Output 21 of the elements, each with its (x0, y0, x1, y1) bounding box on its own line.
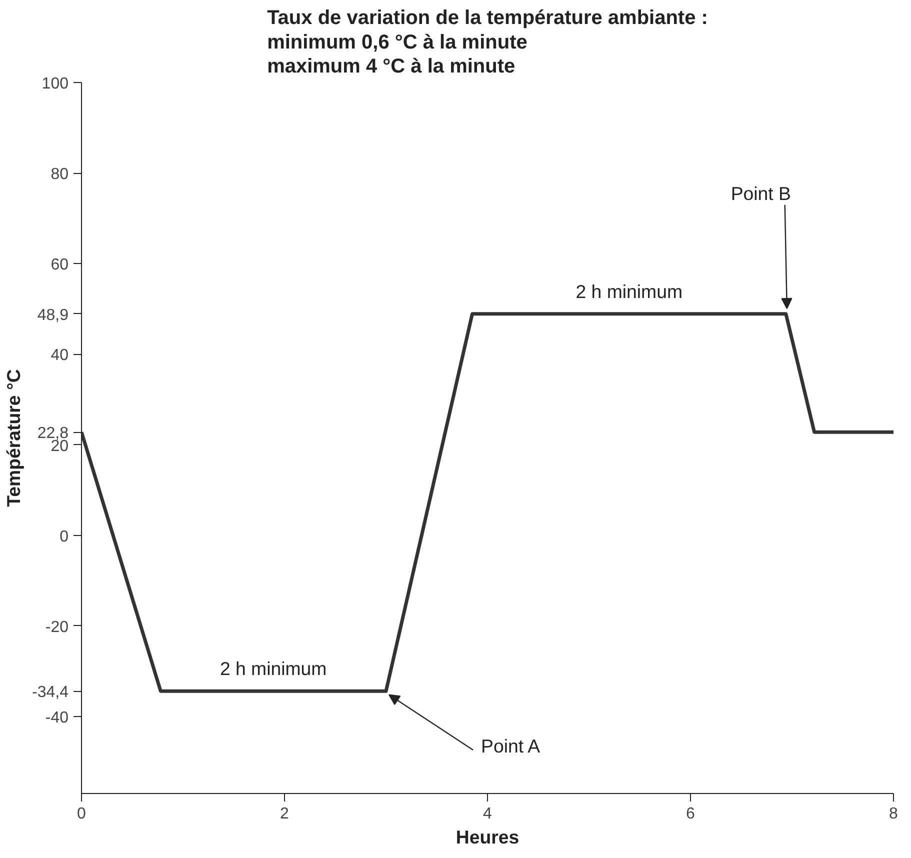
annotation: Point B (730, 182, 791, 204)
annotation: 2 h minimum (576, 280, 682, 302)
y-axis-title: Température °C (3, 369, 24, 507)
y-tick-label: -20 (45, 618, 69, 636)
x-tick-label: 8 (889, 806, 898, 822)
y-tick-label: 48,9 (37, 306, 69, 324)
annotation: 2 h minimum (220, 658, 327, 680)
y-tick-label: 40 (50, 347, 69, 364)
y-tick-label: 100 (42, 76, 69, 92)
y-tick-label: 0 (60, 528, 69, 546)
annotation: Point A (481, 736, 541, 757)
y-tick-label: 60 (50, 256, 69, 274)
y-tick-label: -34,4 (32, 684, 69, 702)
x-axis-title: Heures (456, 826, 520, 848)
x-tick-label: 4 (483, 806, 492, 822)
y-tick-label: -40 (45, 710, 69, 727)
x-tick-label: 2 (280, 806, 290, 822)
x-tick-label: 6 (686, 806, 696, 822)
x-tick-label: 0 (77, 806, 86, 822)
chart-title: Taux de variation de la température ambiante : minimum 0,6 °C à la minute maximum 4 °C à la minute (267, 7, 708, 78)
y-tick-label: 80 (50, 166, 69, 184)
